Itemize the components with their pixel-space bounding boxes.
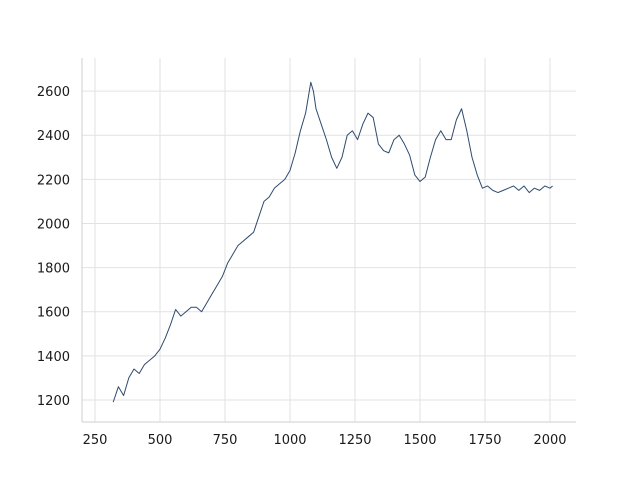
x-tick-label: 500	[148, 433, 173, 448]
y-tick-label: 2400	[37, 129, 70, 144]
y-tick-label: 1200	[37, 394, 70, 409]
grid	[82, 58, 576, 422]
y-tick-label: 1600	[37, 306, 70, 321]
axes	[81, 58, 576, 423]
series	[112, 81, 553, 403]
y-tick-label: 2000	[37, 217, 70, 232]
y-tick-label: 2600	[37, 85, 70, 100]
x-tick-label: 2000	[533, 433, 566, 448]
x-tick-label: 1000	[273, 433, 306, 448]
x-tick-label: 1250	[338, 433, 371, 448]
x-tick-label: 1750	[468, 433, 501, 448]
series-line-0	[112, 81, 553, 403]
y-tick-label: 1400	[37, 350, 70, 365]
y-tick-label: 2200	[37, 173, 70, 188]
x-tick-label: 250	[83, 433, 108, 448]
x-tick-label: 1500	[403, 433, 436, 448]
y-tick-label: 1800	[37, 262, 70, 277]
tick-labels: 250 500 750 1000 1250 1500 1750 2000 1200 1400 160…	[37, 85, 567, 448]
x-tick-label: 750	[213, 433, 238, 448]
